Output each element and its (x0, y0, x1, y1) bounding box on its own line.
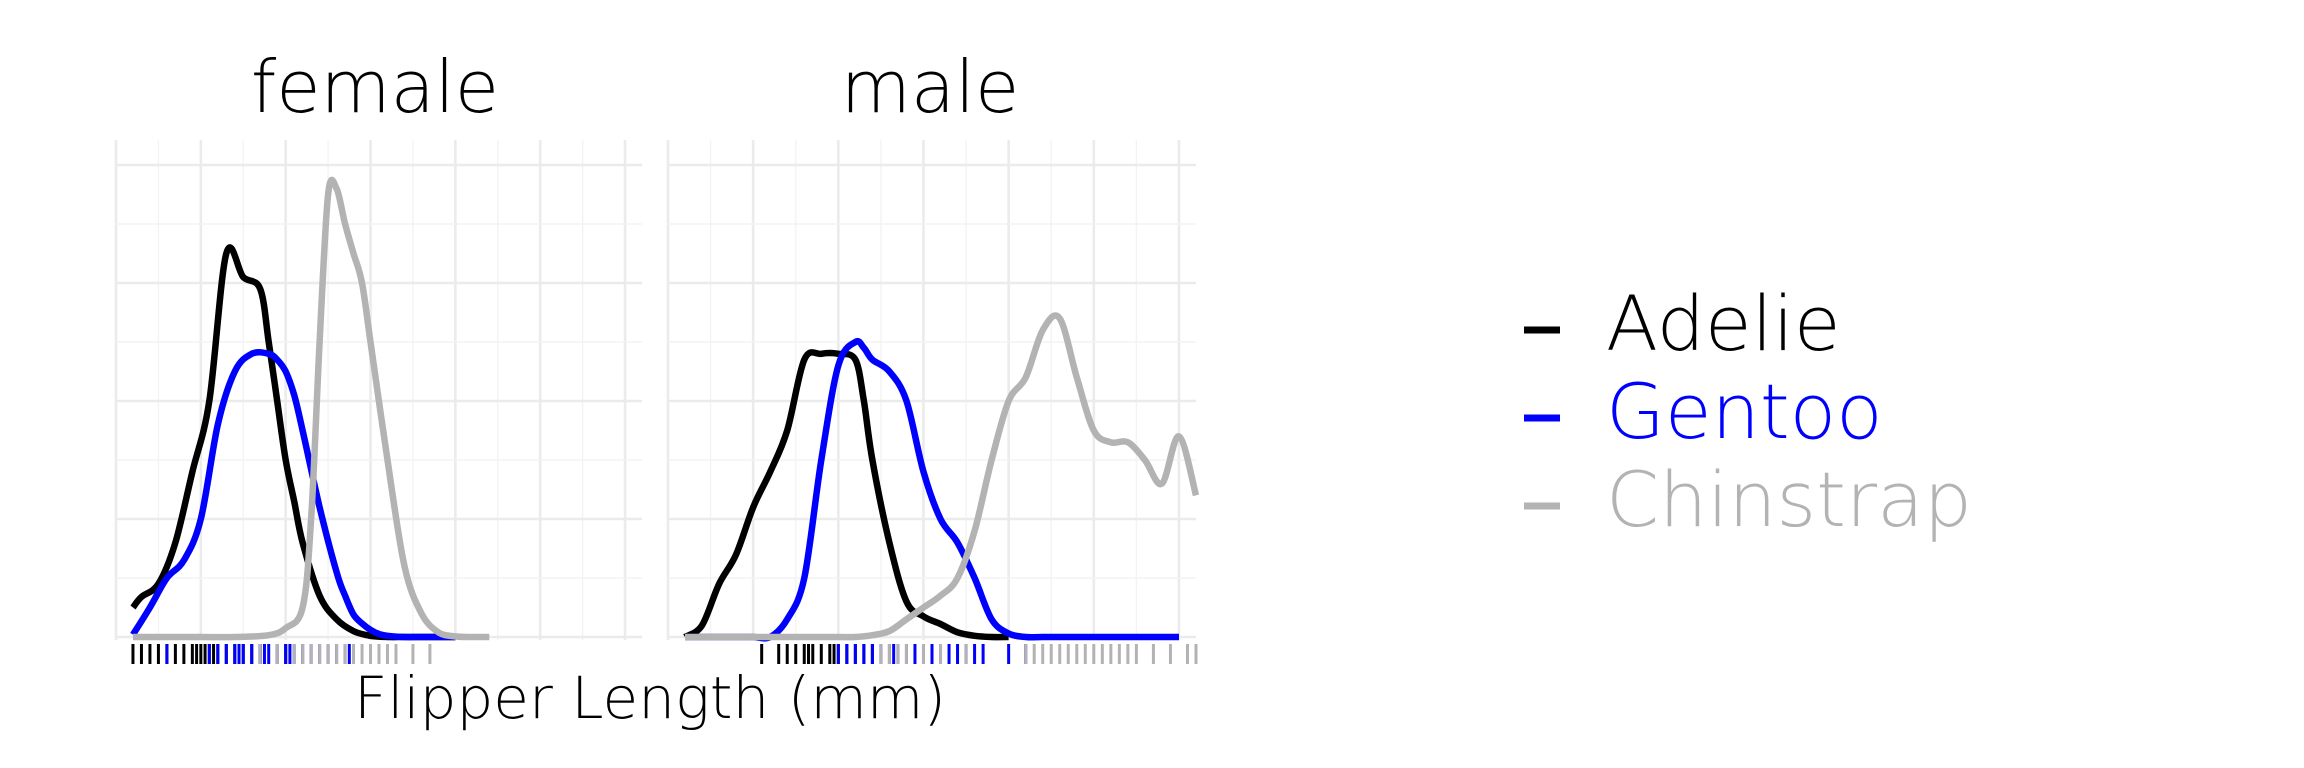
legend-label-adelie: Adelie (1606, 279, 1841, 368)
legend-label-gentoo: Gentoo (1606, 367, 1883, 456)
legend-label-chinstrap: Chinstrap (1606, 455, 1972, 544)
density-line-chinstrap-male (685, 312, 1200, 641)
facet-male-grid (666, 140, 1196, 640)
legend-entry-chinstrap: Chinstrap (1524, 455, 1972, 544)
legend: Adelie Gentoo Chinstrap (1524, 279, 1972, 544)
density-line-gentoo-female (130, 349, 456, 641)
x-axis-title: Flipper Length (mm) (354, 664, 946, 732)
facet-title-male: male (841, 45, 1020, 129)
facet-male-rug (760, 644, 1198, 664)
legend-entry-gentoo: Gentoo (1524, 367, 1883, 456)
facet-panel-male: male (666, 45, 1200, 664)
facet-female-curves (130, 176, 490, 641)
facet-title-female: female (251, 45, 499, 129)
density-line-adelie-male (683, 349, 1009, 641)
facet-female-rug (131, 644, 432, 664)
facet-panel-female: female (114, 45, 642, 664)
facet-male-curves (683, 312, 1200, 642)
legend-entry-adelie: Adelie (1524, 279, 1841, 368)
density-line-chinstrap-female (133, 176, 490, 641)
